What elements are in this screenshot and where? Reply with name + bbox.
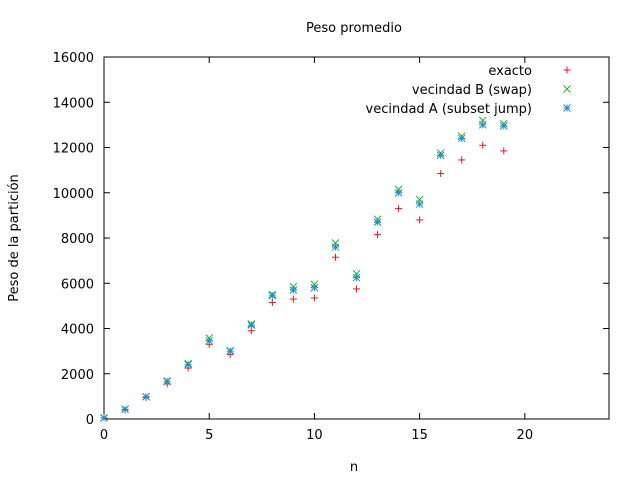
- marker-stroke: [352, 273, 361, 282]
- marker-stroke: [457, 134, 466, 143]
- data-point: [394, 188, 403, 197]
- marker-stroke: [205, 337, 214, 345]
- data-point: [415, 200, 424, 208]
- data-point: [163, 377, 171, 386]
- x-tick-label: 15: [411, 428, 428, 443]
- data-point: [289, 295, 297, 303]
- y-tick-label: 2000: [61, 368, 94, 383]
- x-tick-label: 0: [100, 428, 108, 443]
- data-point: [247, 321, 256, 329]
- data-point: [416, 216, 424, 224]
- y-axis-label: Peso de la partición: [7, 174, 22, 302]
- data-point: [457, 134, 466, 143]
- legend-label: vecindad B (swap): [412, 83, 532, 98]
- marker-stroke: [226, 347, 235, 355]
- marker-stroke: [121, 405, 129, 414]
- data-point: [268, 298, 276, 306]
- data-point: [373, 218, 382, 227]
- data-point: [374, 231, 382, 239]
- x-tick-label: 10: [306, 428, 323, 443]
- y-tick-label: 8000: [61, 232, 94, 247]
- marker-stroke: [184, 360, 193, 369]
- data-point: [499, 122, 508, 130]
- x-tick-label: 5: [205, 428, 213, 443]
- marker-stroke: [352, 269, 361, 278]
- y-tick-label: 14000: [53, 96, 94, 111]
- data-point: [353, 285, 360, 293]
- y-tick-label: 10000: [53, 187, 94, 202]
- data-point: [395, 205, 403, 213]
- chart-title: Peso promedio: [306, 21, 402, 36]
- data-point: [142, 392, 150, 401]
- data-point: [479, 141, 487, 149]
- data-point: [458, 156, 466, 164]
- data-point: [436, 151, 445, 160]
- legend-marker: [563, 66, 571, 74]
- y-tick-label: 6000: [61, 277, 94, 292]
- marker-stroke: [310, 283, 319, 292]
- data-point: [226, 347, 235, 355]
- data-point: [352, 269, 361, 278]
- legend: exacto vecindad B (swap) vecindad A (subse…: [366, 64, 571, 117]
- y-tick-label: 12000: [53, 142, 94, 157]
- marker-stroke: [289, 286, 298, 294]
- data-point: [310, 283, 319, 292]
- marker-stroke: [499, 122, 508, 130]
- y-tick-label: 16000: [53, 51, 94, 66]
- legend-marker: [563, 85, 571, 93]
- data-point: [331, 243, 340, 251]
- data-point: [352, 273, 361, 282]
- data-point: [500, 147, 508, 155]
- y-tick-label: 0: [86, 413, 94, 428]
- x-axis-label: n: [350, 460, 358, 475]
- data-point: [268, 291, 277, 300]
- data-point: [205, 337, 214, 345]
- marker-stroke: [563, 85, 571, 93]
- marker-stroke: [436, 151, 445, 160]
- marker-stroke: [331, 243, 340, 251]
- data-point: [310, 294, 318, 302]
- data-point: [437, 170, 445, 178]
- marker-stroke: [563, 104, 571, 112]
- data-point: [478, 121, 487, 129]
- axis-ticks: 0 5 10 15 20 0 2000 4000 6000 8000 10000 12000 14000…: [53, 51, 609, 443]
- marker-stroke: [142, 392, 150, 401]
- marker-stroke: [373, 218, 382, 227]
- data-point: [289, 286, 298, 294]
- marker-stroke: [247, 321, 256, 329]
- data-point: [121, 405, 129, 414]
- plot-frame: [103, 56, 610, 420]
- marker-stroke: [394, 188, 403, 197]
- legend-marker: [563, 104, 571, 112]
- marker-stroke: [163, 377, 171, 386]
- data-points: [100, 116, 508, 422]
- data-point: [184, 360, 193, 369]
- y-tick-label: 4000: [61, 323, 94, 338]
- legend-label: exacto: [488, 64, 532, 79]
- legend-label: vecindad A (subset jump): [366, 102, 533, 117]
- data-point: [331, 253, 339, 261]
- marker-stroke: [268, 291, 277, 300]
- x-tick-label: 20: [517, 428, 534, 443]
- marker-stroke: [100, 414, 108, 422]
- data-point: [100, 414, 108, 422]
- marker-stroke: [415, 200, 424, 208]
- marker-stroke: [478, 121, 487, 129]
